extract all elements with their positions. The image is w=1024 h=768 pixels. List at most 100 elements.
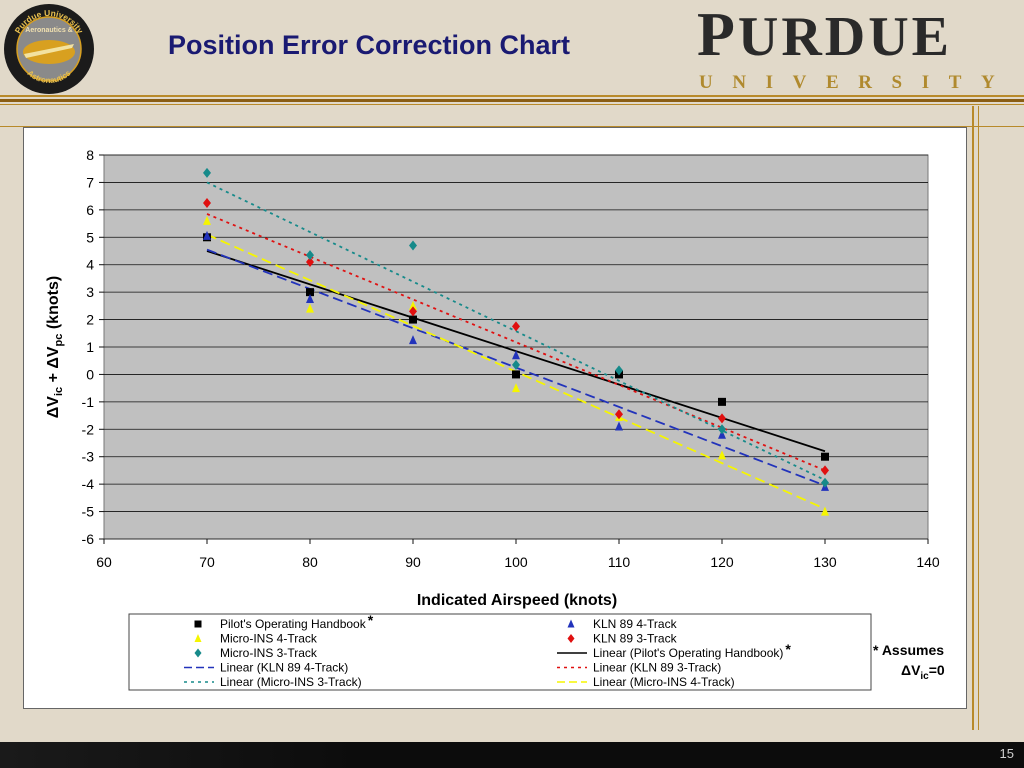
y-tick-label-8: 0 [86,366,94,382]
y-tick-label-14: -6 [82,531,95,547]
y-tick-label-9: -1 [82,394,95,410]
header-rule-lower [0,126,1024,127]
y-tick-label-3: 5 [86,229,94,245]
x-tick-label-8: 140 [916,554,940,570]
header-rule-bottom [0,104,1024,105]
logo-mid-text: Aeronautics & [25,27,72,34]
legend-right-swatch-1 [567,634,575,643]
legend-right-label-2: Linear (Pilot's Operating Handbook) [593,646,783,660]
chart-frame: 8 7 6 5 4 3 2 1 0 -1 -2 -3 -4 -5 -6 60 70 80 90 100 110 120 1… [23,127,967,709]
point-s3-6 [821,465,829,476]
point-s4-2 [409,240,417,251]
y-tick-label-2: 6 [86,202,94,218]
y-label-sub-1: ic [53,387,65,396]
point-s1-1 [306,294,314,303]
purdue-wordmark-rest: URDUE [737,6,952,68]
point-s0-2 [409,315,417,324]
point-s3-1 [306,256,314,267]
legend-left-label-2: Micro-INS 3-Track [220,646,318,660]
y-tick-label-6: 2 [86,312,94,328]
point-s1-4 [615,421,623,431]
y-axis-label: ΔVic + ΔVpc (knots) [45,276,65,418]
x-axis-ticks: 60 70 80 90 100 110 120 130 140 [96,539,940,570]
legend-left-swatch-2 [194,648,202,658]
point-s1-3 [512,350,520,360]
y-tick-label-13: -5 [82,504,95,520]
x-axis-label: Indicated Airspeed (knots) [417,592,617,609]
point-s3-5 [718,413,726,424]
point-s4-1 [306,250,314,261]
y-label-unit: (knots) [45,276,62,334]
y-tick-label-5: 3 [86,284,94,300]
purdue-wordmark-initial: P [697,1,738,69]
legend-left-label-0: Pilot's Operating Handbook [220,617,367,631]
y-axis-ticks: 8 7 6 5 4 3 2 1 0 -1 -2 -3 -4 -5 -6 [82,147,104,547]
point-s1-2 [409,335,417,345]
page-number: 15 [999,746,1014,761]
point-s0-1 [306,288,314,297]
x-tick-label-4: 100 [504,554,528,570]
y-label-delta-2: ΔV [45,346,62,369]
footnote-line-1: * Assumes [873,642,945,658]
point-s0-5 [718,397,726,406]
point-s4-3 [512,359,520,370]
x-tick-label-3: 90 [405,554,421,570]
legend-right-label-1: KLN 89 3-Track [593,632,678,646]
y-tick-label-1: 7 [86,174,94,190]
legend-right-label-3: Linear (KLN 89 3-Track) [593,661,721,675]
point-s2-2 [409,300,417,310]
legend-left-label-4: Linear (Micro-INS 3-Track) [220,675,362,689]
point-s4-4 [615,365,623,376]
y-label-delta-1: ΔV [45,396,62,419]
point-s2-5 [718,450,726,460]
point-s2-0 [203,215,211,225]
chart-svg: 8 7 6 5 4 3 2 1 0 -1 -2 -3 -4 -5 -6 60 70 80 90 100 110 120 1… [45,147,940,691]
aero-astro-logo: Purdue University Astronautics Aeronauti… [4,4,94,94]
legend-left-label-3: Linear (KLN 89 4-Track) [220,661,348,675]
x-tick-label-7: 130 [813,554,837,570]
point-s4-6 [821,477,829,488]
y-tick-label-12: -4 [82,476,95,492]
x-tick-label-6: 120 [710,554,734,570]
trendline-3 [206,181,826,481]
point-s3-3 [512,321,520,332]
footer-bar [0,742,1024,768]
footnote: * Assumes ΔVic=0 [873,640,945,687]
legend-left-star-0: * [368,612,374,628]
x-tick-label-2: 80 [302,554,318,570]
legend-left-label-1: Micro-INS 4-Track [220,632,318,646]
y-tick-label-0: 8 [86,147,94,163]
y-tick-label-4: 4 [86,257,94,273]
slide-title: Position Error Correction Chart [168,30,571,60]
legend-box [128,613,872,691]
point-s2-1 [306,303,314,313]
university-wordmark: UNIVERSITY [699,72,1015,93]
side-rule-2 [978,106,979,730]
legend: Pilot's Operating Handbook *Micro-INS 4-T… [184,612,791,689]
point-s2-6 [821,506,829,516]
footnote-delta-v: ΔV [901,662,921,678]
point-s3-2 [409,306,417,317]
legend-right-star-2: * [785,641,791,657]
header-rule-top [0,95,1024,97]
data-points [203,167,829,516]
legend-right-label-0: KLN 89 4-Track [593,617,678,631]
y-tick-label-7: 1 [86,339,94,355]
header-rule-mid [0,99,1024,102]
x-tick-label-1: 70 [199,554,215,570]
x-tick-label-0: 60 [96,554,112,570]
point-s4-5 [718,424,726,435]
point-s0-3 [512,370,520,379]
footnote-suffix: =0 [928,662,945,678]
x-tick-label-5: 110 [608,554,631,570]
point-s4-0 [203,167,211,178]
purdue-wordmark: PURDUE [697,2,952,70]
point-s3-0 [203,198,211,208]
legend-left-swatch-0 [194,620,202,628]
y-tick-label-10: -2 [82,421,95,437]
point-s2-3 [512,383,520,393]
footnote-line-2: ΔVic=0 [873,660,945,687]
y-tick-label-11: -3 [82,449,95,465]
legend-right-label-4: Linear (Micro-INS 4-Track) [593,675,735,689]
legend-right-swatch-0 [567,619,575,628]
